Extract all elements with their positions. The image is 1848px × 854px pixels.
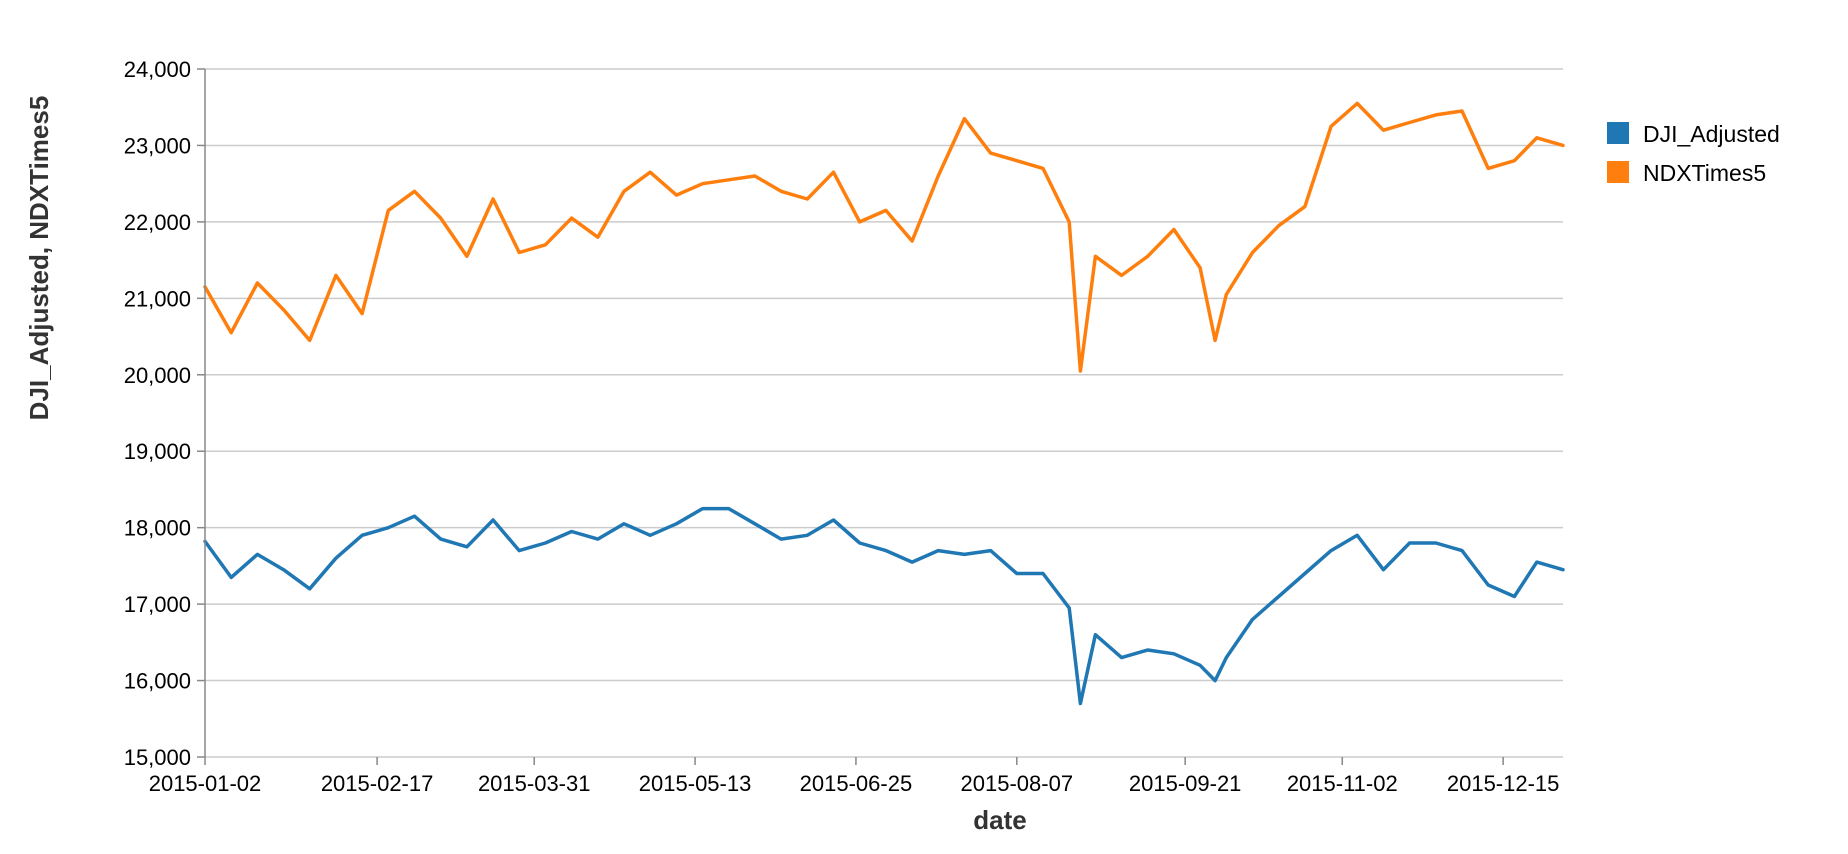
series-lines	[203, 101, 1565, 706]
y-tick-label: 21,000	[124, 286, 191, 311]
x-tick-label: 2015-09-21	[1129, 771, 1242, 796]
x-axis-title: date	[973, 805, 1026, 835]
y-tick-label: 18,000	[124, 516, 191, 541]
x-tick-label: 2015-01-02	[149, 771, 262, 796]
gridlines	[205, 68, 1563, 758]
legend-label-dji: DJI_Adjusted	[1643, 121, 1780, 147]
x-tick-label: 2015-02-17	[321, 771, 434, 796]
y-axis-title: DJI_Adjusted, NDXTimes5	[24, 96, 54, 421]
x-tick-label: 2015-06-25	[800, 771, 913, 796]
x-tick-label: 2015-12-15	[1447, 771, 1560, 796]
x-tick-label: 2015-08-07	[961, 771, 1074, 796]
legend: DJI_Adjusted NDXTimes5	[1607, 121, 1780, 186]
legend-item-dji[interactable]: DJI_Adjusted	[1607, 121, 1780, 147]
x-tick-label: 2015-11-02	[1287, 771, 1398, 796]
series-line-ndxtimes5	[203, 101, 1565, 373]
y-tick-label: 24,000	[124, 57, 191, 82]
legend-item-ndx[interactable]: NDXTimes5	[1607, 160, 1766, 186]
legend-label-ndx: NDXTimes5	[1643, 160, 1766, 186]
y-tick-label: 15,000	[124, 745, 191, 770]
y-tick-label: 22,000	[124, 210, 191, 235]
series-line-dji_adjusted	[203, 506, 1565, 706]
legend-swatch-dji	[1607, 122, 1629, 144]
y-tick-label: 19,000	[124, 439, 191, 464]
x-tick-label: 2015-03-31	[478, 771, 591, 796]
y-tick-label: 20,000	[124, 363, 191, 388]
x-tick-label: 2015-05-13	[639, 771, 752, 796]
x-axis-ticks: 2015-01-02 2015-02-17 2015-03-31 2015-05-13…	[149, 757, 1560, 796]
y-tick-label: 23,000	[124, 133, 191, 158]
y-axis-ticks: 15,000 16,000 17,000 18,000 19,000 20,000 21,0…	[124, 57, 206, 770]
y-tick-label: 17,000	[124, 592, 191, 617]
legend-swatch-ndx	[1607, 161, 1629, 183]
y-tick-label: 16,000	[124, 669, 191, 694]
